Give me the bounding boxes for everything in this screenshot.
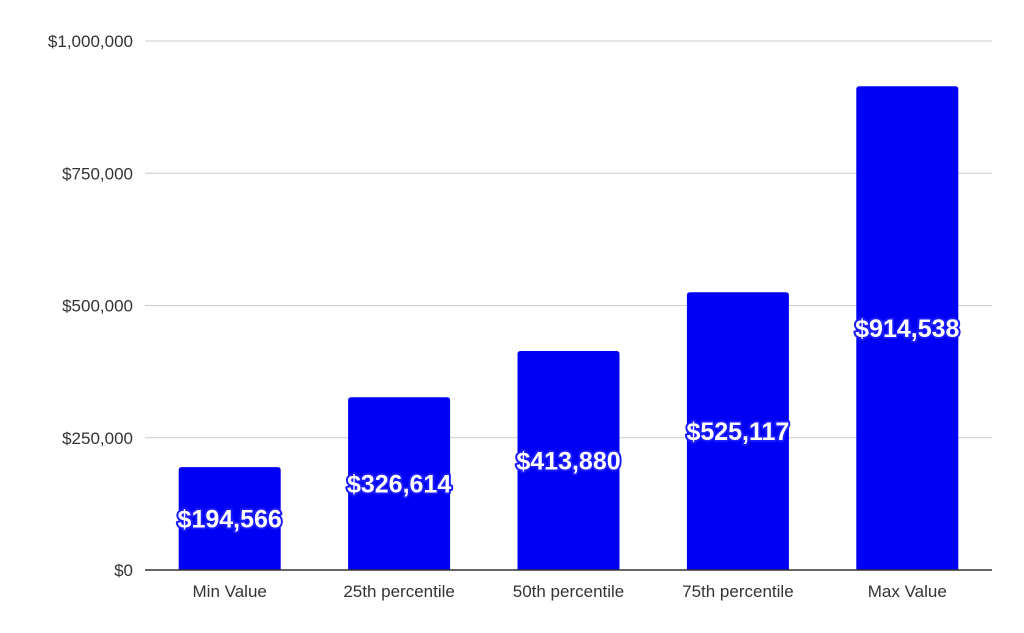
x-tick-label: 75th percentile xyxy=(682,582,794,601)
data-label: $194,566 xyxy=(178,506,282,534)
bar[interactable] xyxy=(686,292,789,570)
data-label: $525,117 xyxy=(686,418,789,446)
y-tick-label: $750,000 xyxy=(62,164,133,183)
bar[interactable] xyxy=(178,467,281,570)
bar[interactable] xyxy=(856,86,959,570)
data-labels: $194,566 $326,614 $413,880 $525,117 $914,538 xyxy=(176,313,962,535)
x-tick-label: Min Value xyxy=(193,582,267,601)
x-tick-label: 50th percentile xyxy=(513,582,625,601)
x-tick-label: 25th percentile xyxy=(343,582,455,601)
data-label: $413,880 xyxy=(516,448,620,476)
y-tick-label: $1,000,000 xyxy=(48,32,133,51)
y-tick-label: $500,000 xyxy=(62,297,133,316)
y-axis-tick-labels: $0 $250,000 $500,000 $750,000 $1,000,000 xyxy=(48,32,133,580)
bar[interactable] xyxy=(348,397,451,570)
y-tick-label: $250,000 xyxy=(62,429,133,448)
data-label: $326,614 xyxy=(347,471,451,499)
bars xyxy=(178,86,959,570)
x-tick-label: Max Value xyxy=(868,582,947,601)
data-label: $914,538 xyxy=(855,315,959,343)
bar[interactable] xyxy=(517,351,620,570)
y-tick-label: $0 xyxy=(114,561,133,580)
x-axis-tick-labels: Min Value 25th percentile 50th percentile 7… xyxy=(193,582,947,601)
